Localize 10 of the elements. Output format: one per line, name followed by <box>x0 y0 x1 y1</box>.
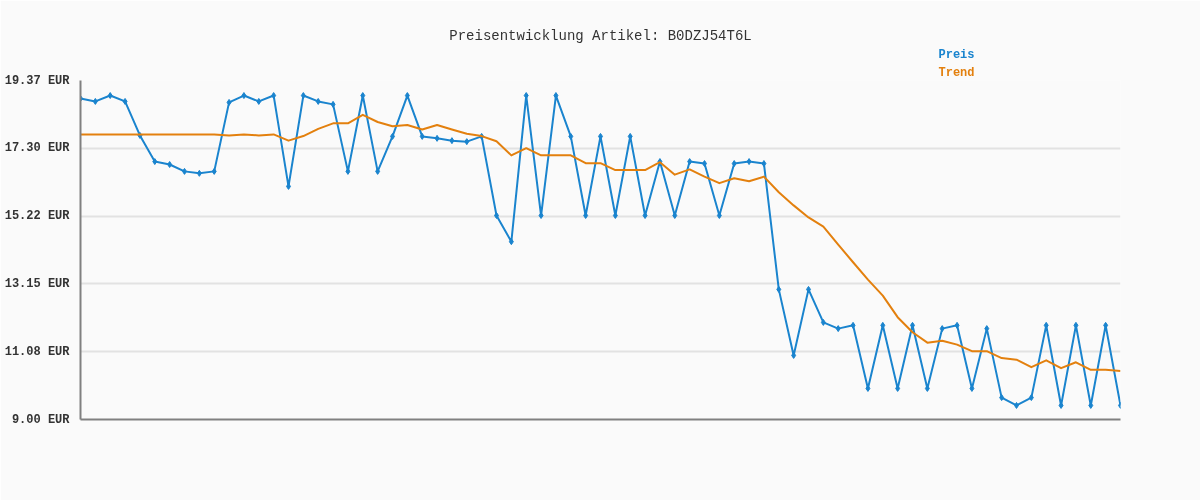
text: Preis <box>938 47 975 62</box>
text: Trend <box>938 65 975 80</box>
line-series <box>80 113 1121 373</box>
y-tick-label: 11.08 EUR <box>4 344 71 359</box>
y-tick-label: 15.22 EUR <box>4 209 71 224</box>
y-tick-label: 13.15 EUR <box>4 276 71 291</box>
chart-title: Preisentwicklung Artikel: B0DZJ54T6L <box>449 27 752 44</box>
y-tick-label: 19.37 EUR <box>4 73 71 88</box>
y-tick-label: 9.00 EUR <box>11 412 71 427</box>
y-tick-label: 17.30 EUR <box>4 141 71 156</box>
